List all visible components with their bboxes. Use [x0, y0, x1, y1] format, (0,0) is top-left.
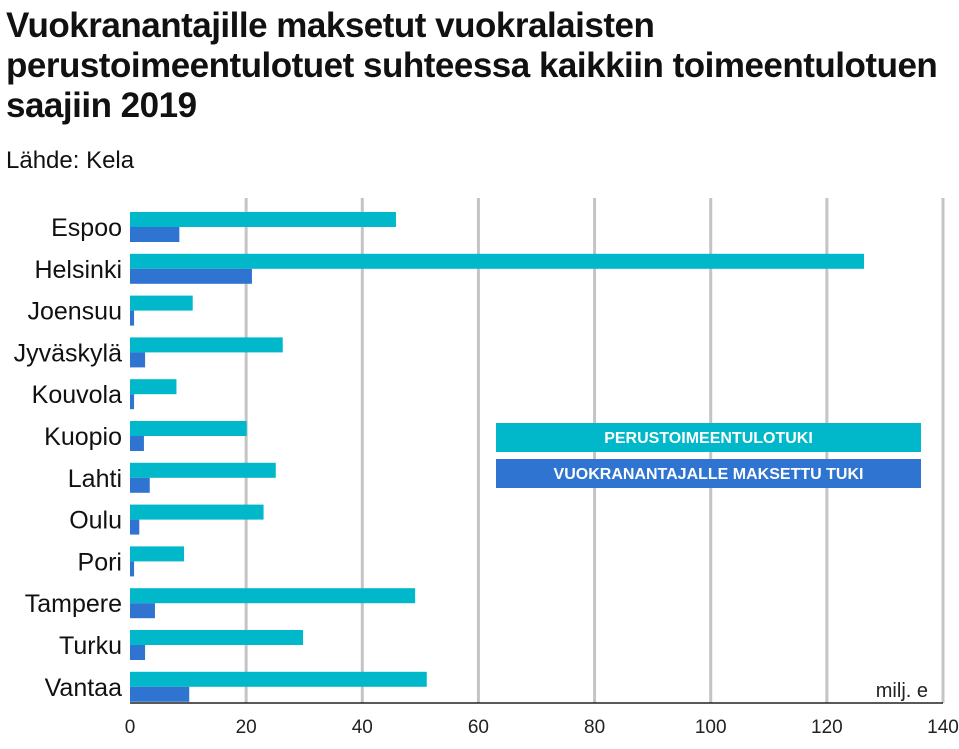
- category-label: Tampere: [25, 590, 122, 618]
- category-label: Kuopio: [44, 423, 122, 451]
- legend-entry: PERUSTOIMEENTULOTUKI: [604, 430, 813, 447]
- bar-perustoimeentulotuki: [130, 212, 396, 227]
- bar-vuokranantajalle: [130, 436, 144, 451]
- x-tick-label: 40: [352, 717, 373, 738]
- bar-perustoimeentulotuki: [130, 462, 276, 478]
- bar-vuokranantajalle: [130, 227, 180, 242]
- bar-vuokranantajalle: [130, 561, 135, 577]
- category-label: Jyväskylä: [14, 339, 122, 367]
- category-label: Vantaa: [45, 674, 122, 702]
- bar-vuokranantajalle: [130, 686, 190, 702]
- category-label: Kouvola: [32, 381, 122, 409]
- bar-vuokranantajalle: [130, 268, 252, 284]
- bar-perustoimeentulotuki: [130, 421, 247, 436]
- x-tick-label: 20: [236, 717, 257, 738]
- x-tick-label: 0: [125, 717, 136, 738]
- category-label: Helsinki: [34, 256, 122, 284]
- chart-source: Lähde: Kela: [6, 147, 135, 174]
- category-label: Lahti: [68, 465, 122, 493]
- bar-vuokranantajalle: [130, 477, 150, 493]
- bar-perustoimeentulotuki: [130, 295, 193, 311]
- bar-vuokranantajalle: [130, 645, 146, 660]
- category-label: Joensuu: [27, 298, 122, 326]
- legend-swatch: [496, 459, 921, 488]
- bar-vuokranantajalle: [130, 519, 140, 535]
- legend-swatch: [496, 423, 921, 452]
- x-tick-label: 120: [811, 717, 843, 738]
- category-label: Pori: [78, 548, 122, 576]
- bar-perustoimeentulotuki: [130, 630, 304, 645]
- x-tick-label: 100: [695, 717, 727, 738]
- bar-vuokranantajalle: [130, 603, 155, 619]
- bar-perustoimeentulotuki: [130, 504, 264, 520]
- category-label: Turku: [59, 632, 122, 660]
- bar-vuokranantajalle: [130, 394, 135, 410]
- bar-perustoimeentulotuki: [130, 546, 185, 562]
- unit-label: milj. e: [876, 680, 928, 702]
- category-label: Oulu: [69, 507, 122, 535]
- category-label: Espoo: [51, 214, 122, 242]
- legend-entry: VUOKRANANTAJALLE MAKSETTU TUKI: [554, 466, 864, 483]
- x-tick-label: 60: [468, 717, 489, 738]
- x-tick-label: 80: [584, 717, 605, 738]
- bar-perustoimeentulotuki: [130, 337, 283, 353]
- bar-perustoimeentulotuki: [130, 671, 427, 687]
- bar-vuokranantajalle: [130, 310, 135, 326]
- x-tick-label: 140: [927, 717, 959, 738]
- bar-vuokranantajalle: [130, 352, 146, 368]
- bar-perustoimeentulotuki: [130, 253, 865, 269]
- chart-title: Vuokranantajille maksetut vuokralaisten …: [6, 6, 938, 125]
- bar-perustoimeentulotuki: [130, 379, 177, 395]
- bar-perustoimeentulotuki: [130, 588, 416, 604]
